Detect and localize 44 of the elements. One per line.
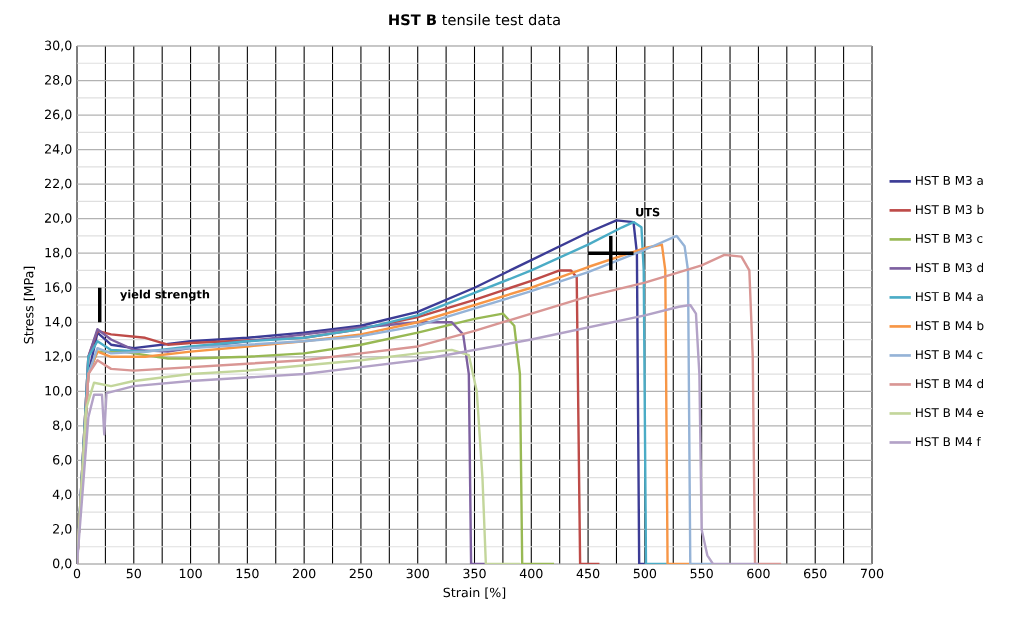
y-tick-label: 26,0: [45, 109, 72, 121]
x-tick-label: 400: [519, 568, 543, 579]
legend-label: HST B M4 b: [916, 320, 984, 331]
y-tick-label: 30,0: [45, 40, 72, 52]
y-axis-title: Stress [MPa]: [23, 266, 35, 344]
legend-label: HST B M4 e: [916, 408, 984, 418]
y-tick-label: 16,0: [45, 282, 72, 294]
legend-label: HST B M3 d: [916, 262, 984, 273]
legend-label: HST B M4 a: [916, 291, 983, 302]
x-tick-label: 350: [463, 568, 486, 579]
x-tick-label: 650: [804, 568, 827, 579]
x-tick-label: 550: [690, 568, 713, 579]
x-tick-label: 700: [860, 568, 884, 579]
y-tick-label: 24,0: [45, 144, 72, 156]
x-tick-label: 100: [179, 568, 202, 579]
y-tick-label: 14,0: [45, 316, 72, 328]
x-tick-label: 500: [633, 568, 657, 579]
x-tick-label: 50: [126, 568, 141, 579]
y-tick-label: 8,0: [53, 420, 72, 432]
y-tick-label: 6,0: [53, 454, 72, 466]
x-tick-label: 250: [349, 568, 373, 579]
y-tick-label: 18,0: [45, 247, 72, 259]
y-tick-label: 12,0: [45, 351, 72, 363]
x-tick-label: 200: [292, 568, 316, 579]
legend-label: HST B M3 c: [916, 233, 983, 244]
x-tick-label: 150: [236, 568, 259, 579]
y-tick-label: 4,0: [52, 489, 72, 501]
legend-label: HST B M4 f: [916, 436, 981, 447]
x-tick-label: 450: [576, 568, 600, 579]
y-tick-label: 2,0: [53, 524, 72, 535]
legend-label: HST B M3 a: [916, 175, 983, 185]
legend-label: HST B M3 b: [916, 204, 984, 215]
x-tick-label: 300: [406, 568, 429, 579]
y-tick-label: 0,0: [52, 558, 72, 570]
x-tick-label: 600: [747, 568, 770, 579]
y-tick-label: 20,0: [45, 213, 72, 225]
x-tick-label: 0: [73, 568, 81, 579]
y-tick-label: 10,0: [45, 385, 72, 397]
legend-label: HST B M4 d: [916, 378, 984, 389]
legend-label: HST B M4 c: [916, 349, 983, 360]
x-axis-title: Strain [%]: [443, 587, 506, 599]
y-tick-label: 22,0: [45, 178, 72, 190]
chart-title: HST B tensile test data: [389, 13, 560, 26]
y-tick-label: 28,0: [45, 75, 72, 86]
